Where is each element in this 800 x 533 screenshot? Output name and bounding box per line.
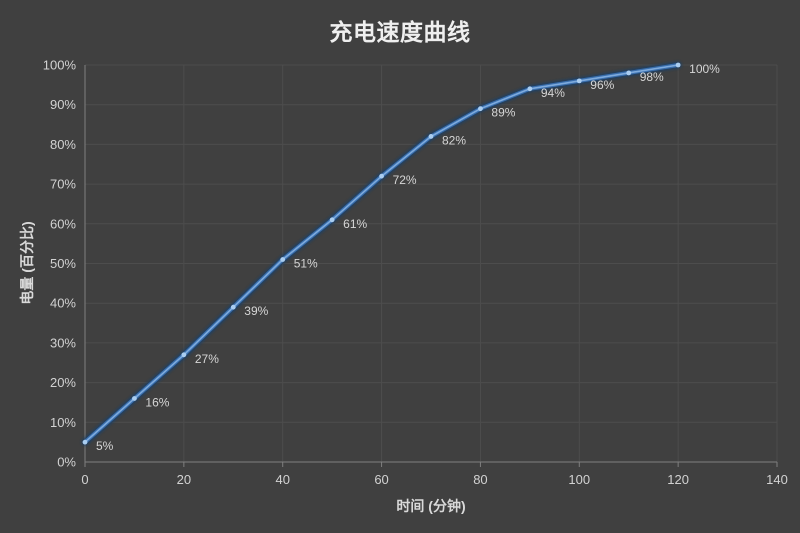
data-point-marker [675,62,681,68]
data-point-marker [379,173,384,179]
data-point-marker [181,352,187,358]
data-point-label: 100% [689,62,720,76]
y-tick-label: 80% [50,137,76,152]
data-point-label: 51% [294,257,318,271]
data-point-marker [478,106,483,112]
x-tick-label: 100 [568,472,590,487]
y-tick-label: 100% [43,58,77,73]
x-tick-label: 20 [177,472,191,487]
data-point-marker [576,78,582,84]
x-tick-label: 140 [766,472,788,487]
data-point-label: 39% [244,304,268,318]
data-point-label: 94% [541,86,565,100]
data-point-marker [329,217,335,223]
data-point-marker [82,439,88,445]
y-tick-label: 20% [50,375,76,390]
y-tick-label: 0% [57,455,76,470]
data-point-marker [527,86,533,92]
data-point-label: 27% [195,352,219,366]
chart-title: 充电速度曲线 [329,19,471,45]
x-tick-label: 0 [81,472,88,487]
data-point-label: 98% [640,70,664,84]
x-axis-title: 时间 (分钟) [396,498,466,514]
x-tick-label: 40 [275,472,289,487]
x-tick-label: 60 [374,472,388,487]
data-point-label: 61% [343,217,367,231]
data-point-label: 16% [145,395,169,409]
x-tick-label: 120 [667,472,689,487]
y-axis-title: 电量 (百分比) [19,221,35,305]
y-tick-label: 60% [50,216,76,231]
data-point-label: 89% [491,106,515,120]
y-tick-label: 70% [50,177,76,192]
y-tick-label: 50% [50,256,76,271]
y-tick-label: 40% [50,296,76,311]
y-tick-label: 90% [50,97,76,112]
data-point-label: 82% [442,133,466,147]
data-point-marker [230,304,236,310]
data-point-label: 72% [393,173,417,187]
data-point-marker [626,70,632,76]
y-tick-label: 30% [50,335,76,350]
data-point-label: 5% [96,439,114,453]
data-point-marker [132,396,137,401]
y-tick-label: 10% [50,415,76,430]
data-point-label: 96% [590,78,614,92]
x-tick-label: 80 [473,472,487,487]
data-point-marker [428,134,434,139]
data-point-marker [280,257,286,262]
